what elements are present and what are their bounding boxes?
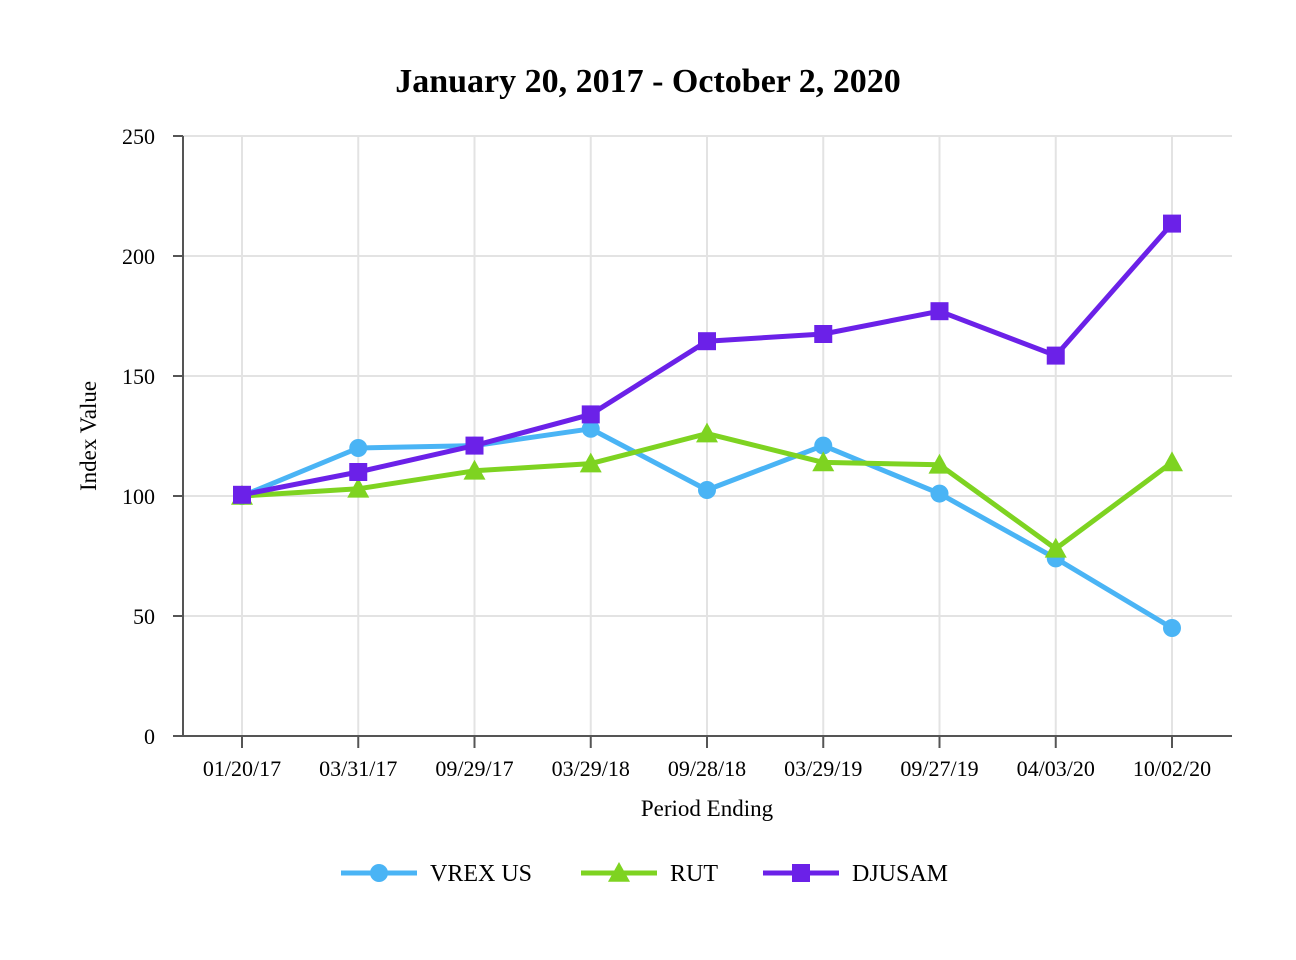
series-djusam [233, 214, 1181, 504]
y-tick-label: 250 [122, 124, 155, 149]
legend-item-djusam: DJUSAM [763, 861, 948, 887]
data-point-djusam [698, 332, 716, 351]
data-point-rut [928, 453, 951, 474]
y-tick-labels: 0 50 100 150 200 250 [122, 124, 155, 749]
legend-label: RUT [670, 861, 718, 887]
legend-label: DJUSAM [852, 861, 948, 887]
data-point-vrex-us [581, 419, 600, 438]
series-rut [231, 422, 1183, 558]
legend-item-vrex-us: VREX US [341, 861, 532, 887]
data-point-rut [463, 459, 486, 480]
x-tick-label: 09/29/17 [435, 756, 513, 781]
data-point-rut [579, 452, 602, 473]
data-point-vrex-us [1163, 619, 1181, 637]
y-tick-label: 200 [122, 244, 155, 269]
y-tick-label: 0 [144, 724, 155, 749]
x-tick-label: 04/03/20 [1017, 756, 1095, 781]
x-tick-label: 01/20/17 [203, 756, 281, 781]
data-point-djusam [1163, 214, 1181, 233]
data-point-vrex-us [698, 481, 716, 499]
legend-label: VREX US [430, 861, 532, 887]
data-point-djusam [233, 485, 251, 504]
x-tick-label: 09/28/18 [668, 756, 746, 781]
x-tick-labels: 01/20/17 03/31/17 09/29/17 03/29/18 09/28/18… [203, 756, 1211, 781]
legend-marker [792, 864, 810, 882]
data-point-rut [347, 477, 370, 498]
data-point-djusam [465, 436, 484, 455]
data-point-djusam [930, 302, 949, 321]
legend-item-rut: RUT [581, 861, 718, 887]
x-tick-label: 10/02/20 [1133, 756, 1211, 781]
data-point-rut [812, 451, 835, 472]
data-point-djusam [581, 405, 600, 424]
y-axis-label: Index Value [76, 381, 101, 491]
legend-marker [370, 864, 388, 882]
data-point-vrex-us [349, 439, 368, 457]
y-tick-label: 150 [122, 364, 155, 389]
data-point-djusam [349, 463, 368, 481]
data-point-vrex-us [814, 436, 833, 455]
x-tick-label: 03/31/17 [319, 756, 397, 781]
x-tick-label: 03/29/18 [552, 756, 630, 781]
x-axis-label: Period Ending [641, 796, 774, 821]
series-layer [231, 214, 1183, 637]
chart-title: January 20, 2017 - October 2, 2020 [395, 63, 901, 100]
axes [173, 135, 1232, 748]
data-point-djusam [814, 325, 833, 343]
data-point-rut [1044, 537, 1067, 558]
y-tick-label: 50 [133, 604, 155, 629]
x-tick-label: 03/29/19 [784, 756, 862, 781]
legend: VREX US RUT DJUSAM [341, 861, 948, 887]
legend-marker [608, 862, 630, 882]
x-tick-label: 09/27/19 [900, 756, 978, 781]
y-tick-label: 100 [122, 484, 155, 509]
data-point-rut [1161, 451, 1183, 472]
data-point-vrex-us [930, 484, 949, 503]
data-point-rut [696, 422, 718, 443]
data-point-djusam [1046, 346, 1065, 365]
